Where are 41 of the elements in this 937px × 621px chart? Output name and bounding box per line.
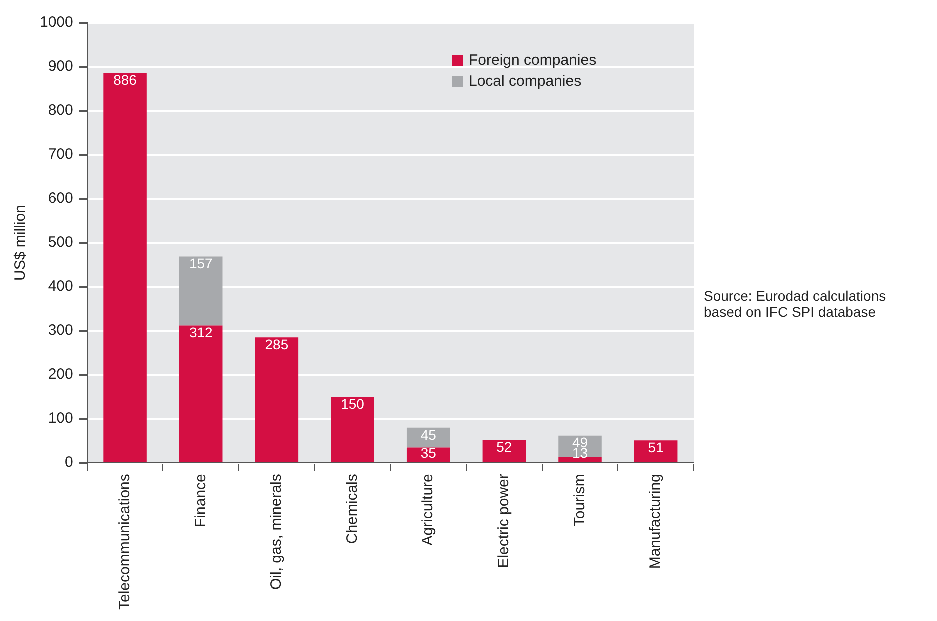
legend-label: Local companies [469, 73, 582, 90]
bar [179, 326, 223, 462]
source-note: Source: Eurodad calculations based on IFC SPI database [704, 288, 888, 320]
bar [406, 448, 450, 462]
data-label: 52 [496, 439, 512, 456]
data-label: 157 [189, 256, 214, 272]
data-label: 35 [420, 445, 437, 462]
bar [331, 397, 374, 462]
y-tick-label: 0 [65, 454, 74, 472]
x-tick-label: Chemicals [344, 474, 361, 544]
x-tick-label: Tourism [571, 474, 588, 527]
y-tick-label: 400 [48, 278, 74, 296]
x-tick-label: Manufacturing [647, 474, 664, 570]
y-tick-label: 200 [48, 366, 74, 384]
y-tick-label: 500 [48, 234, 74, 252]
bar [558, 457, 602, 462]
y-tick-label: 700 [48, 146, 74, 164]
y-tick-label: 100 [48, 410, 74, 428]
data-label: 285 [265, 336, 289, 353]
y-axis-title: US$ million [12, 205, 30, 281]
bar [482, 440, 526, 462]
data-label: 312 [189, 324, 214, 341]
y-tick-label: 600 [48, 190, 74, 208]
bar [255, 338, 299, 462]
bar [179, 256, 223, 326]
bar [634, 440, 678, 462]
x-tick-label: Finance [192, 474, 210, 528]
x-tick-label: Agriculture [420, 474, 437, 546]
x-tick-label: Telecommunications [116, 474, 134, 610]
y-tick-label: 800 [48, 102, 74, 120]
y-tick-label: 900 [48, 58, 74, 76]
data-label: 150 [341, 396, 365, 412]
legend-label: Foreign companies [469, 52, 597, 69]
data-label: 886 [114, 72, 138, 88]
bar [104, 73, 147, 462]
data-label: 51 [648, 440, 664, 456]
y-tick-label: 1000 [40, 14, 74, 32]
x-tick-label: Oil, gas, minerals [268, 474, 286, 590]
x-tick-label: Electric power [496, 474, 513, 568]
data-label: 45 [420, 426, 437, 443]
y-tick-label: 300 [48, 322, 74, 340]
